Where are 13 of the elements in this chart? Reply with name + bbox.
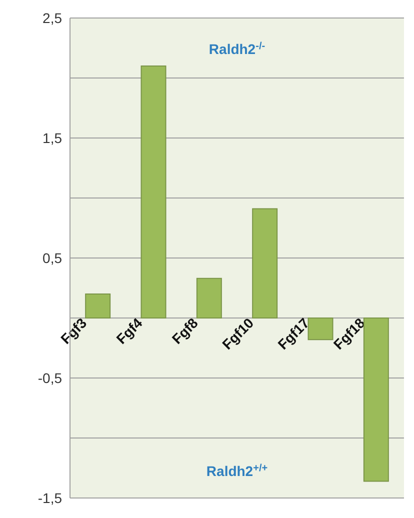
bar <box>363 318 389 482</box>
bar <box>308 318 334 340</box>
y-tick-label: -0,5 <box>38 370 62 386</box>
y-tick-label: 0,5 <box>42 250 62 266</box>
y-tick-label: 2,5 <box>42 10 62 26</box>
y-tick-label: 1,5 <box>42 130 62 146</box>
bar <box>85 294 111 318</box>
bar <box>140 66 166 318</box>
y-tick-label: -1,5 <box>38 490 62 506</box>
annotation: Raldh2$^{+/+}$ <box>206 462 268 479</box>
bar <box>196 278 222 318</box>
bar <box>252 208 278 318</box>
annotation: Raldh2$^{-/-}$ <box>208 40 266 57</box>
